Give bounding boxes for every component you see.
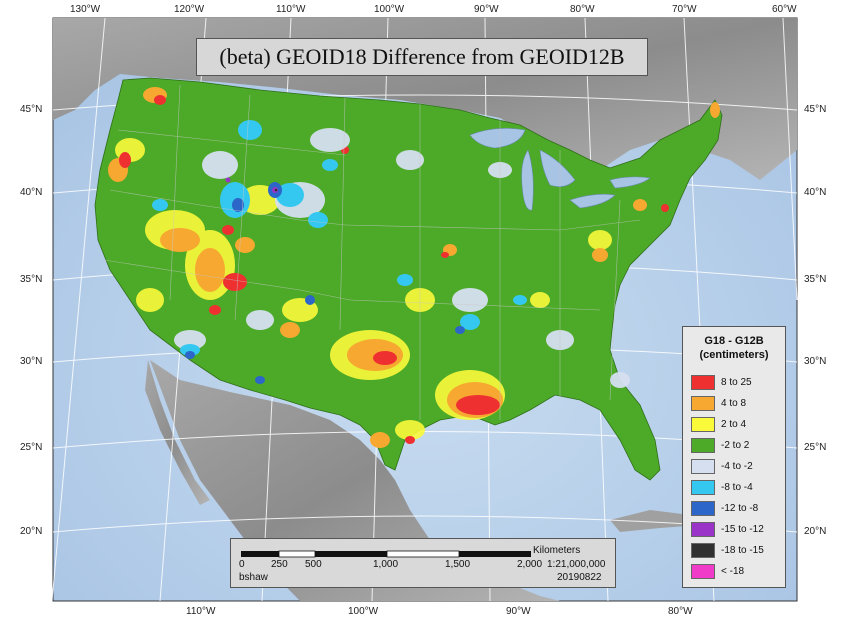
legend-swatch [691, 458, 715, 474]
legend-swatch [691, 500, 715, 516]
lon-label-top: 120°W [174, 4, 205, 15]
map-author: bshaw [239, 572, 268, 583]
lat-label-right: 25°N [804, 442, 827, 453]
scale-bar [241, 550, 531, 558]
legend-title-line1: G18 - G12B [704, 335, 764, 347]
lat-label-left: 35°N [20, 274, 43, 285]
scale-bar-box: Kilometers 0 250 500 1,000 1,500 2,000 1… [230, 538, 616, 588]
lon-label-bottom: 80°W [668, 606, 693, 617]
legend-label: -2 to 2 [721, 439, 750, 451]
map-date: 20190822 [557, 572, 602, 583]
scale-tick-0: 0 [239, 559, 245, 570]
legend-swatch [691, 395, 715, 411]
legend-label: 4 to 8 [721, 397, 747, 409]
lon-label-top: 70°W [672, 4, 697, 15]
legend-label: -15 to -12 [721, 523, 764, 535]
legend-item: -4 to -2 [691, 457, 753, 475]
lon-label-bottom: 100°W [348, 606, 379, 617]
scale-tick-1500: 1,500 [445, 559, 471, 570]
scale-ratio: 1:21,000,000 [547, 559, 606, 570]
legend-swatch [691, 416, 715, 432]
scale-unit: Kilometers [533, 545, 581, 556]
baja-land [145, 360, 210, 505]
legend-item: -2 to 2 [691, 436, 749, 454]
legend-label: -18 to -15 [721, 544, 764, 556]
map-title: (beta) GEOID18 Difference from GEOID12B [219, 44, 625, 69]
scale-tick-250: 250 [271, 559, 288, 570]
legend-swatch [691, 479, 715, 495]
legend-item: -18 to -15 [691, 541, 764, 559]
legend-swatch [691, 437, 715, 453]
lat-label-left: 40°N [20, 187, 43, 198]
lat-label-left: 30°N [20, 356, 43, 367]
lat-label-left: 45°N [20, 104, 43, 115]
lon-label-top: 100°W [374, 4, 405, 15]
lat-label-right: 40°N [804, 187, 827, 198]
map-title-box: (beta) GEOID18 Difference from GEOID12B [196, 38, 648, 76]
lat-label-right: 35°N [804, 274, 827, 285]
lon-label-top: 80°W [570, 4, 595, 15]
scale-tick-2000: 2,000 [517, 559, 543, 570]
lat-label-right: 20°N [804, 526, 827, 537]
great-lakes [469, 128, 651, 211]
lat-label-right: 30°N [804, 356, 827, 367]
legend-swatch [691, 521, 715, 537]
legend-item: -15 to -12 [691, 520, 764, 538]
anomaly-patches [108, 87, 720, 448]
lon-label-bottom: 90°W [506, 606, 531, 617]
state-boundaries [103, 84, 641, 420]
legend-label: -12 to -8 [721, 502, 759, 514]
legend-swatch [691, 374, 715, 390]
legend-label: < -18 [721, 565, 745, 577]
legend-item: 8 to 25 [691, 373, 752, 391]
legend-item: < -18 [691, 562, 744, 580]
legend-item: -12 to -8 [691, 499, 758, 517]
legend-swatch [691, 542, 715, 558]
lon-label-top: 60°W [772, 4, 797, 15]
lon-label-top: 90°W [474, 4, 499, 15]
legend-label: 8 to 25 [721, 376, 752, 388]
legend-label: -8 to -4 [721, 481, 753, 493]
legend-label: 2 to 4 [721, 418, 747, 430]
legend-item: -8 to -4 [691, 478, 753, 496]
legend-swatch [691, 563, 715, 579]
lon-label-bottom: 110°W [186, 606, 216, 617]
legend-item: 4 to 8 [691, 394, 746, 412]
legend: G18 - G12B (centimeters) 8 to 25 4 to 8 2 … [682, 326, 786, 588]
lon-label-top: 130°W [70, 4, 101, 15]
legend-title: G18 - G12B (centimeters) [683, 334, 785, 362]
lat-label-right: 45°N [804, 104, 827, 115]
lon-label-top: 110°W [276, 4, 306, 15]
scale-tick-1000: 1,000 [373, 559, 399, 570]
lat-label-left: 20°N [20, 526, 43, 537]
legend-label: -4 to -2 [721, 460, 753, 472]
lat-label-left: 25°N [20, 442, 43, 453]
legend-title-line2: (centimeters) [699, 349, 769, 361]
legend-item: 2 to 4 [691, 415, 746, 433]
scale-tick-500: 500 [305, 559, 322, 570]
